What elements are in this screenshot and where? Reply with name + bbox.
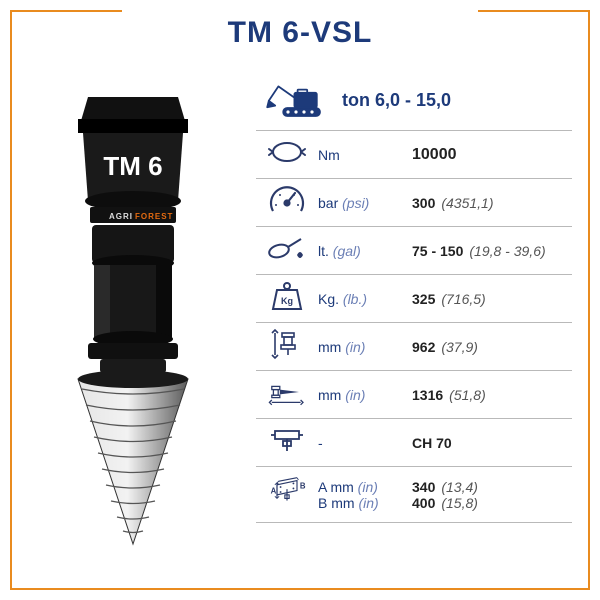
svg-text:B: B <box>300 481 306 490</box>
weight-range-label: ton 6,0 - 15,0 <box>342 90 451 111</box>
spec-panel: ton 6,0 - 15,0 Nm10000 bar (psi)300(4351… <box>256 76 572 572</box>
unit-label: A mm (in)B mm (in) <box>318 467 412 523</box>
spec-row: mm (in)962(37,9) <box>256 323 572 371</box>
shaft-icon <box>256 419 318 467</box>
unit-label: bar (psi) <box>318 179 412 227</box>
log-splitter-drawing: TM 6 AGRI FOREST <box>28 76 238 572</box>
spec-row: mm (in)1316(51,8) <box>256 371 572 419</box>
unit-label: Kg. (lb.) <box>318 275 412 323</box>
spec-row: bar (psi)300(4351,1) <box>256 179 572 227</box>
svg-text:Kg: Kg <box>281 296 293 306</box>
excavator-range: ton 6,0 - 15,0 <box>256 76 572 130</box>
oil-icon <box>256 227 318 275</box>
unit-label: lt. (gal) <box>318 227 412 275</box>
spec-value: 75 - 150(19,8 - 39,6) <box>412 227 572 275</box>
svg-text:A: A <box>271 486 277 495</box>
pressure-icon <box>256 179 318 227</box>
spec-table: Nm10000 bar (psi)300(4351,1) lt. (gal)75… <box>256 130 572 523</box>
svg-text:AGRI: AGRI <box>109 212 133 221</box>
spec-row: lt. (gal)75 - 150(19,8 - 39,6) <box>256 227 572 275</box>
unit-label: mm (in) <box>318 323 412 371</box>
spec-value: 962(37,9) <box>412 323 572 371</box>
spec-value: 300(4351,1) <box>412 179 572 227</box>
length-icon <box>256 371 318 419</box>
svg-text:FOREST: FOREST <box>135 212 173 221</box>
spec-value: 1316(51,8) <box>412 371 572 419</box>
torque-icon <box>256 131 318 179</box>
plate-icon: A B <box>256 467 318 523</box>
spec-row: Nm10000 <box>256 131 572 179</box>
spec-row: -CH 70 <box>256 419 572 467</box>
product-label-text: TM 6 <box>103 151 162 181</box>
spec-row: Kg Kg. (lb.)325(716,5) <box>256 275 572 323</box>
height-icon <box>256 323 318 371</box>
spec-row: A B A mm (in)B mm (in)340(13,4)400(15,8) <box>256 467 572 523</box>
product-title: TM 6-VSL <box>0 16 600 50</box>
spec-value: 325(716,5) <box>412 275 572 323</box>
spec-value: 340(13,4)400(15,8) <box>412 467 572 523</box>
spec-value: 10000 <box>412 131 572 179</box>
unit-label: mm (in) <box>318 371 412 419</box>
unit-label: - <box>318 419 412 467</box>
unit-label: Nm <box>318 131 412 179</box>
excavator-icon <box>264 80 328 120</box>
spec-value: CH 70 <box>412 419 572 467</box>
weight-icon: Kg <box>256 275 318 323</box>
product-illustration: TM 6 AGRI FOREST <box>28 76 238 572</box>
content-area: TM 6 AGRI FOREST <box>28 76 572 572</box>
